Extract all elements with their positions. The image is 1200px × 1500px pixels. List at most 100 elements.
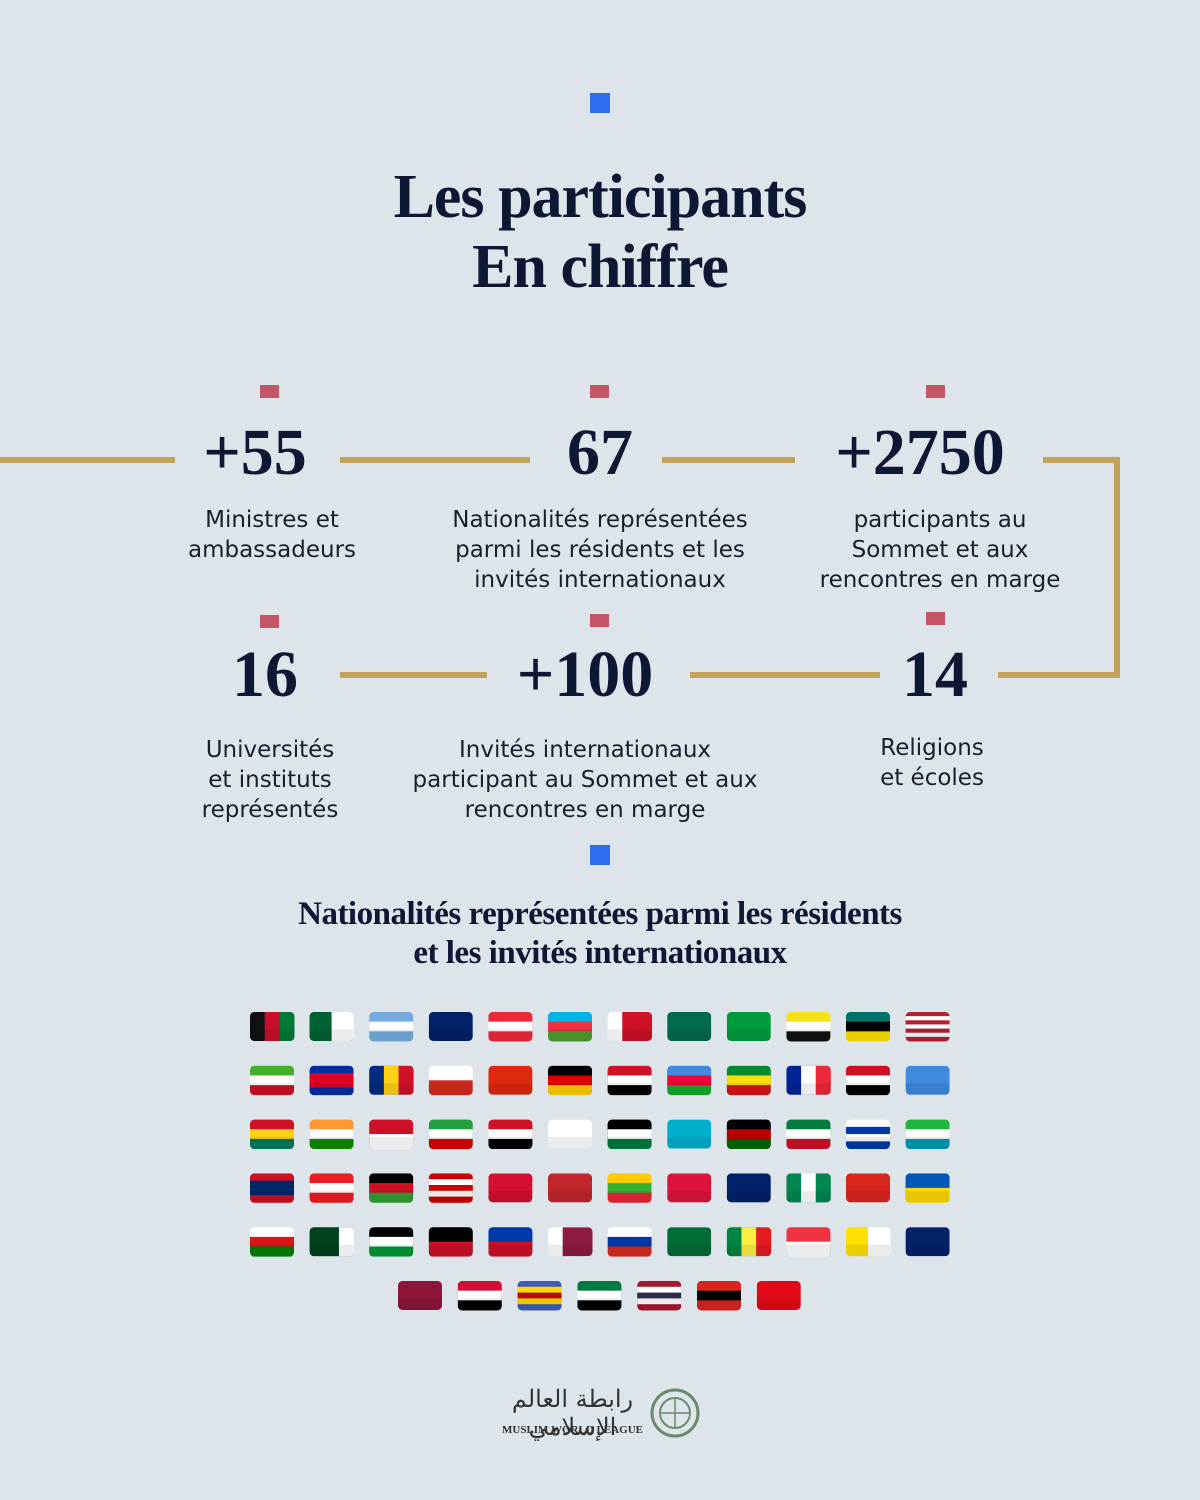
flag-stripe (607, 1085, 652, 1096)
flag-shade (905, 1190, 950, 1203)
flag-stripe (786, 1241, 831, 1257)
flag-shade (250, 1137, 294, 1149)
flag (846, 1119, 890, 1150)
flag (548, 1227, 593, 1257)
flag-stripe (786, 1138, 831, 1150)
stat-label: Religions et écoles (722, 733, 1142, 793)
flag-stripe (905, 1129, 950, 1140)
blue-marker (590, 845, 610, 865)
stat-value: 67 (567, 416, 633, 489)
flag-shade (369, 1029, 414, 1041)
flag-stripe (786, 1119, 831, 1130)
flag-shade (457, 1298, 502, 1310)
flag-stripe (309, 1129, 354, 1140)
flag-stripe (428, 1190, 473, 1198)
flag-stripe (667, 1065, 712, 1076)
flag-stripe (697, 1290, 741, 1301)
flag-shade (548, 1244, 592, 1257)
flag (905, 1227, 950, 1257)
flag (428, 1065, 473, 1096)
flag (905, 1119, 950, 1150)
flag-shade (309, 1029, 354, 1041)
flag-shade (517, 1298, 562, 1310)
flag-stripe (428, 1138, 473, 1150)
flag-stripe (548, 1021, 592, 1032)
flag (517, 1281, 562, 1311)
flag-stripe (607, 1246, 652, 1257)
flag-shade (488, 1244, 533, 1257)
flag-shade (250, 1029, 294, 1041)
stat-label-line: ambassadeurs (187, 537, 357, 563)
flag-shade (607, 1190, 652, 1203)
flag-base (667, 1012, 712, 1041)
flag-stripe (369, 1134, 414, 1150)
flag (548, 1119, 592, 1149)
flag (548, 1065, 592, 1096)
flag-stripe (846, 1126, 890, 1135)
flag-base (905, 1065, 950, 1095)
flag-stripe (428, 1080, 473, 1096)
flag-stripe (622, 1012, 638, 1041)
flag-shade (607, 1083, 652, 1095)
flag-stripe (905, 1020, 950, 1025)
flag-stripe (786, 1031, 831, 1042)
stat-label-line: représentés (201, 797, 339, 823)
flag-shade (369, 1244, 414, 1257)
flag-stripe (309, 1183, 354, 1194)
flag-stripe (428, 1065, 473, 1081)
flag-shade (428, 1190, 473, 1203)
flag-stripe (250, 1173, 294, 1182)
flag-stripe (637, 1298, 682, 1305)
flag-stripe (548, 1065, 592, 1076)
flag-stripe (607, 1138, 652, 1150)
flag (488, 1119, 533, 1150)
flag-stripe (517, 1281, 562, 1288)
flag (846, 1012, 890, 1042)
stat-label-line: Sommet et aux (851, 537, 1029, 563)
flag-shade (697, 1298, 741, 1310)
flag-shade (786, 1244, 831, 1257)
flag-stripe (726, 1129, 771, 1140)
flag-base (756, 1281, 801, 1310)
flag (637, 1281, 682, 1311)
flag-stripe (457, 1290, 502, 1301)
flag (250, 1227, 294, 1257)
flag-stripe (846, 1021, 890, 1032)
flag-shade (428, 1244, 473, 1257)
flag (369, 1119, 414, 1150)
flag-stripe (517, 1286, 562, 1294)
stat-label: participants au Sommet et aux rencontres e… (730, 505, 1150, 595)
flag (309, 1119, 354, 1150)
flag-stripe (786, 1129, 831, 1140)
flag-shade (667, 1244, 712, 1257)
flag-stripe (905, 1119, 950, 1130)
flag-stripe (607, 1227, 652, 1238)
flag-stripe (607, 1012, 623, 1041)
flag-shade (250, 1190, 294, 1203)
flag-shade (786, 1190, 831, 1203)
flag-stripe (488, 1129, 533, 1140)
flag (726, 1119, 771, 1150)
flag-shade (905, 1083, 950, 1095)
flag-stripe (577, 1300, 622, 1311)
flag-stripe (786, 1227, 831, 1243)
flag-stripe (607, 1065, 652, 1076)
flag-stripe (905, 1138, 950, 1150)
flag (457, 1281, 502, 1311)
stat-label-line: Nationalités représentées (452, 507, 748, 533)
flag (607, 1227, 652, 1257)
flag-stripe (457, 1281, 502, 1292)
flag-stripe (517, 1298, 562, 1305)
flag (369, 1012, 414, 1042)
stat-label-line: rencontres en marge (464, 797, 706, 823)
flag (309, 1227, 355, 1257)
flag-shade (756, 1298, 801, 1310)
flag (488, 1227, 533, 1257)
stat-label-line: Ministres et (205, 507, 339, 533)
flag-stripe (905, 1024, 950, 1030)
flag-stripe (607, 1183, 652, 1194)
flag (428, 1173, 473, 1203)
flag-stripe (309, 1192, 354, 1203)
flag-stripe (428, 1185, 473, 1192)
flag-stripe (607, 1129, 652, 1140)
